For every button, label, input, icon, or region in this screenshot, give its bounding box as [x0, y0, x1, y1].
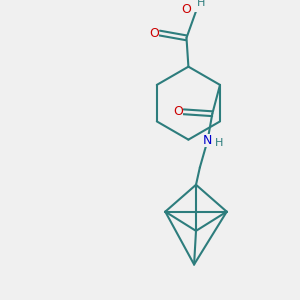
Text: N: N: [203, 134, 212, 147]
Text: O: O: [149, 27, 159, 40]
Text: O: O: [173, 105, 183, 118]
Text: H: H: [215, 137, 223, 148]
Text: H: H: [197, 0, 205, 8]
Text: O: O: [182, 2, 191, 16]
